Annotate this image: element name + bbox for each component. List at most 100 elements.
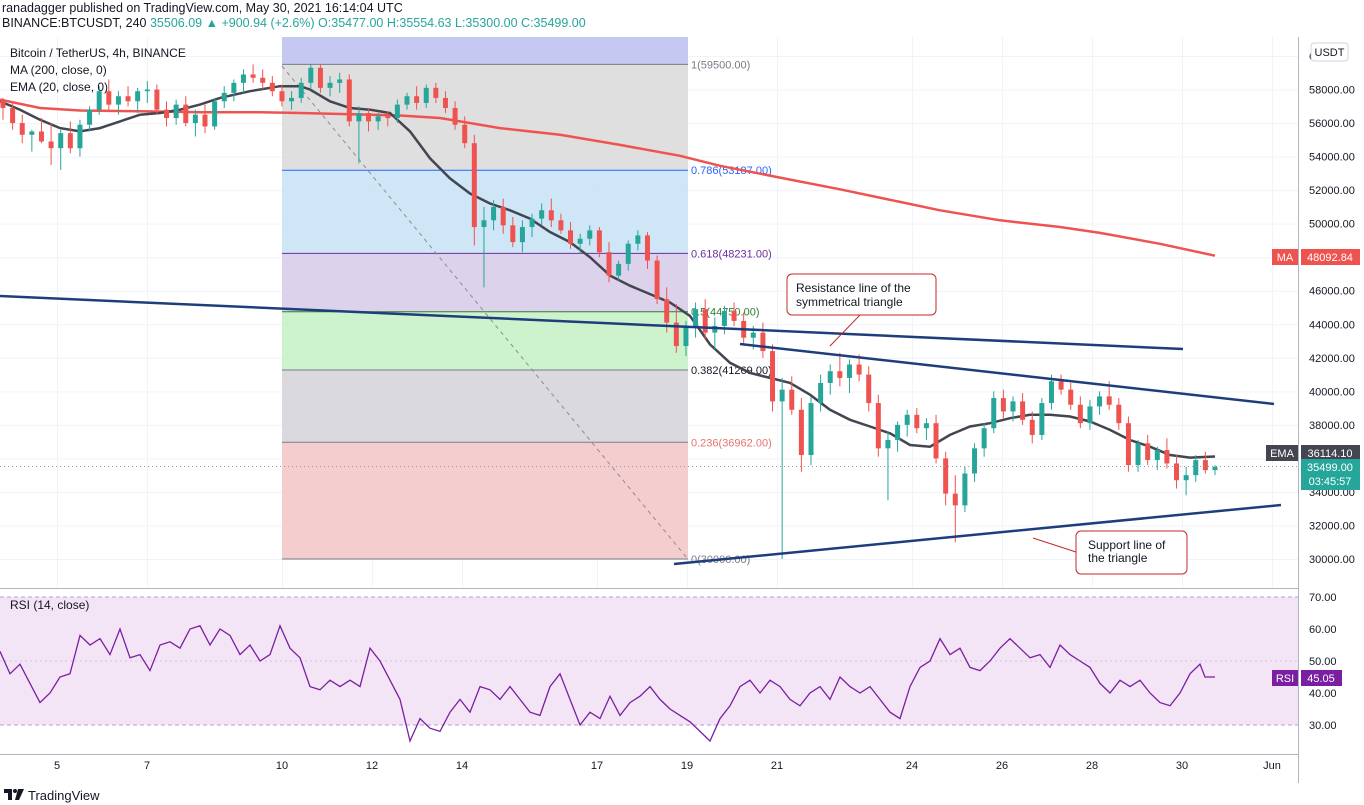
candle-body [818,382,824,404]
resistance-callout-line-1: Resistance line of the [796,281,911,295]
candle-body [750,332,756,338]
ma-badge: MA 48092.84 [1272,249,1360,265]
fib-level-label: 1(59500.00) [691,59,750,71]
candle-body [366,113,372,122]
candle-body [375,116,381,122]
candle-body [885,439,891,449]
candle-body [48,141,54,149]
fib-zone [282,311,688,371]
price-tick-label: 42000.00 [1309,353,1355,365]
candle-body [789,389,795,410]
candle-body [1106,396,1112,405]
high-value: H:35554.63 [386,16,452,30]
price-tick-label: 44000.00 [1309,319,1355,331]
rsi-tick-label: 70.00 [1309,592,1337,604]
candle-body [269,82,275,92]
long-resistance-trendline[interactable] [0,294,1184,351]
candle-body [539,210,545,219]
candle-body [1077,404,1083,424]
candle-body [385,116,391,119]
candle-body [510,225,516,243]
fibonacci-retracement[interactable]: 1(59500.00) 0.786(53187.00) 0.618(48231.00… [282,37,772,566]
fib-level-label: 0.236(36962.00) [691,437,772,449]
publish-line: ranadagger published on TradingView.com,… [2,1,403,15]
time-tick-label: 30 [1176,760,1188,772]
ma-badge-label: MA [1277,252,1294,264]
price-tick-label: 58000.00 [1309,85,1355,97]
triangle-resistance-line[interactable] [739,342,1275,406]
candle-body [164,109,170,119]
candle-body [67,133,73,149]
candlestick-series[interactable] [0,64,1218,559]
fib-trend-line[interactable] [281,65,688,559]
candle-body [1000,398,1006,412]
time-tick-label: Jun [1263,760,1281,772]
rsi-tick-label: 60.00 [1309,624,1337,636]
candle-body [529,218,535,228]
price-badge: 35499.00 03:45:57 [1301,459,1360,490]
candle-body [433,87,439,98]
fib-zone [282,170,688,254]
candle-body [202,114,208,127]
candle-body [1068,389,1074,405]
support-callout[interactable]: Support line of the triangle [1032,530,1188,575]
time-tick-label: 17 [591,760,603,772]
chart-canvas[interactable]: 1(59500.00) 0.786(53187.00) 0.618(48231.00… [0,0,1364,783]
candle-body [616,263,622,276]
candle-body [548,210,554,221]
support-callout-line-1: Support line of [1088,538,1166,552]
price-tick-label: 30000.00 [1309,554,1355,566]
price-tick-label: 50000.00 [1309,219,1355,231]
resistance-callout[interactable]: Resistance line of the symmetrical trian… [786,273,937,347]
rsi-band [0,597,1298,725]
candle-body [943,458,949,494]
candle-body [87,109,93,125]
time-tick-label: 19 [681,760,693,772]
candle-body [471,143,477,228]
candle-body [356,113,362,122]
ema-legend[interactable]: EMA (20, close, 0) [10,80,109,94]
close-value: C:35499.00 [521,16,586,30]
rsi-legend[interactable]: RSI (14, close) [10,598,90,612]
candle-body [808,403,814,456]
low-value: L:35300.00 [455,16,518,30]
candle-body [1212,466,1218,471]
candle-body [221,92,227,102]
candle-body [856,364,862,375]
fib-zone [282,64,688,171]
rsi-line[interactable] [0,624,1215,744]
candle-body [154,89,160,110]
price-tick-label: 52000.00 [1309,185,1355,197]
candle-body [192,114,198,124]
candle-body [19,123,25,135]
candle-body [29,131,35,135]
candle-body [289,97,295,102]
candle-body [96,91,102,110]
candle-body [673,322,679,347]
candle-body [1154,450,1160,461]
chart-title-legend[interactable]: Bitcoin / TetherUS, 4h, BINANCE [10,46,186,60]
candle-body [404,96,410,105]
candle-body [568,230,574,244]
ma-legend[interactable]: MA (200, close, 0) [10,63,107,77]
tradingview-logo-icon [4,789,24,800]
ma200-line[interactable] [0,98,1216,257]
candle-body [1039,403,1045,435]
candle-body [827,371,833,383]
rsi-axis[interactable]: 70.00 60.00 50.00 40.00 30.00 [1309,592,1337,732]
price-tick-label: 54000.00 [1309,152,1355,164]
candle-body [481,220,487,228]
candle-body [1202,460,1208,471]
candle-body [240,74,246,83]
candle-body [577,238,583,244]
time-tick-label: 5 [54,760,60,772]
candle-body [952,493,958,506]
currency-button[interactable]: USDT [1310,42,1349,62]
time-axis[interactable]: 5 7 10 12 14 17 19 21 24 26 28 30 Jun [54,760,1281,772]
triangle-support-line[interactable] [673,503,1282,566]
candle-body [606,252,612,276]
time-tick-label: 10 [276,760,288,772]
bar-countdown: 03:45:57 [1309,476,1352,488]
candle-body [77,124,83,149]
candle-body [346,79,352,122]
